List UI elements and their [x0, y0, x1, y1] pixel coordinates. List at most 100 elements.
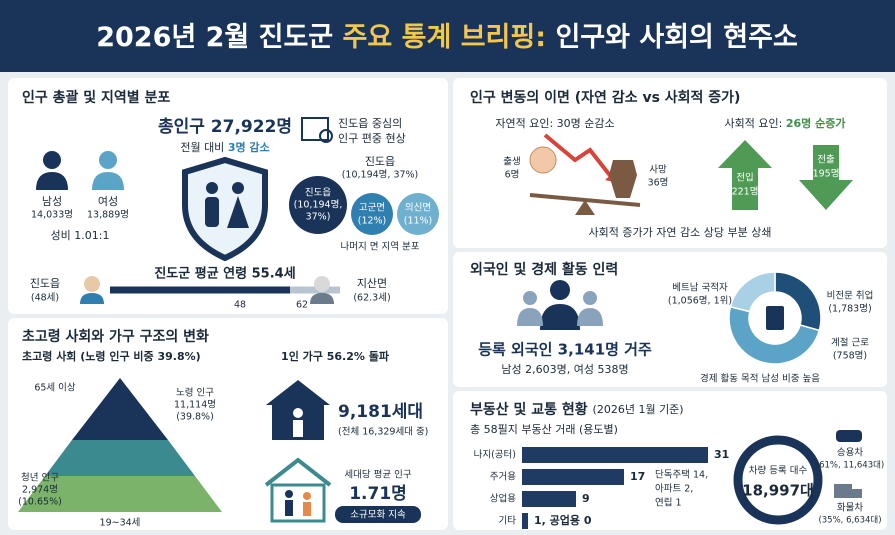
people-icon [517, 308, 543, 326]
bar [522, 513, 528, 529]
map-icon [319, 129, 333, 143]
pyramid-top-label: 65세 이상 [34, 383, 76, 394]
map-icon [301, 117, 329, 141]
truck-icon [852, 489, 862, 498]
births-label: 출생 [503, 157, 520, 168]
trucks-value: (35%, 6,634대) [818, 516, 881, 526]
births-value: 6명 [505, 170, 520, 181]
bar [522, 447, 708, 463]
outflow-label: 전출 [817, 155, 835, 166]
bar [522, 469, 624, 485]
house-icon [303, 502, 311, 516]
age-tick: 48 [234, 300, 246, 311]
bar-category: 상업용 [490, 493, 516, 505]
section-subtitle: 총 58필지 부동산 거래 (용도별) [470, 423, 618, 436]
bubble-text: 의신면 [405, 203, 431, 214]
title-part: 인구와 사회의 현주소 [555, 22, 797, 53]
header-band [0, 0, 895, 72]
panel [453, 78, 887, 248]
female-value: 13,889명 [87, 210, 129, 221]
header-title: 2026년 2월 진도군 주요 통계 브리핑: 인구와 사회의 현주소 [96, 22, 798, 53]
person-icon [80, 293, 104, 304]
vehicle-label: 차량 등록 대수 [749, 465, 808, 477]
monthly-change: 전월 대비 3명 감소 [180, 140, 269, 154]
bubble-text: (12%) [358, 216, 387, 227]
sex-ratio: 성비 1.01:1 [51, 229, 110, 242]
segment-name: 비전문 취업 [827, 290, 874, 302]
bubble-text: 37%) [306, 212, 331, 223]
coffin-icon [609, 160, 637, 198]
bubble-text: 진도읍 [305, 188, 331, 199]
outflow-value: 195명 [813, 169, 840, 180]
house-icon [264, 457, 332, 487]
oldest-value: (62.3세) [353, 293, 390, 304]
elderly-label: 노령 인구 [176, 387, 214, 399]
age-tick: 62 [296, 300, 308, 311]
donut-segment [728, 305, 821, 365]
bar-category: 기타 [499, 516, 517, 527]
family-icon [206, 182, 218, 194]
note-line: 진도읍 중심의 [338, 117, 402, 130]
youth-value: 2,974명 [22, 485, 58, 496]
bubble-text: 고군면 [359, 203, 385, 214]
avg-label: 세대당 평균 인구 [344, 470, 411, 481]
change-note: 사회적 증가가 자연 감소 상당 부분 상쇄 [589, 226, 772, 239]
segment-label: (758명) [833, 351, 867, 362]
people-icon [523, 291, 537, 305]
youth-share: (10.65%) [18, 497, 62, 508]
foreign-detail: 남성 2,603명, 여성 538명 [501, 363, 628, 376]
single-value: 9,181세대 [338, 402, 423, 422]
section-title: 초고령 사회와 가구 구조의 변화 [22, 328, 209, 345]
donut-segment [729, 271, 776, 313]
seesaw [575, 200, 595, 215]
people-icon [583, 291, 597, 305]
outflow-arrow [799, 145, 853, 210]
change-value: 3명 감소 [228, 140, 270, 154]
pyramid-bottom-label: 19~34세 [100, 518, 141, 529]
elderly-value: 11,114명 [174, 400, 216, 411]
single-title: 1인 가구 56.2% 돌파 [281, 349, 390, 363]
house-icon [270, 483, 326, 523]
inflow-value: 221명 [732, 187, 759, 198]
bar-value: 17 [630, 470, 645, 483]
person-icon [310, 293, 334, 304]
segment-name: 베트남 국적자 [672, 282, 728, 294]
house-icon [285, 490, 293, 498]
section-title: 외국인 및 경제 활동 인력 [470, 261, 618, 278]
deaths-label: 사망 [649, 165, 667, 176]
youngest-value: (48세) [31, 293, 59, 304]
natural-factor: 자연적 요인: 30명 순감소 [495, 117, 614, 130]
tag-text: 소규모화 지속 [350, 510, 406, 521]
residential-detail: 연립 1 [655, 497, 682, 509]
bar-value: 9 [582, 492, 590, 505]
shield-icon [182, 156, 268, 262]
cars-label: 승용차 [837, 447, 863, 459]
residential-detail: 단독주택 14, [655, 470, 708, 481]
inflow-label: 전입 [736, 172, 753, 184]
single-detail: (전체 16,329세대 중) [338, 427, 428, 438]
car-icon [836, 430, 862, 442]
trucks-label: 화물차 [837, 502, 863, 514]
bar-category: 나지(공터) [474, 450, 516, 461]
house-icon [266, 380, 330, 405]
vehicle-ring [733, 435, 823, 525]
bubble-text: (10,194명, [294, 200, 343, 211]
house-icon [303, 492, 311, 500]
bar-category: 주거용 [490, 472, 516, 483]
elderly-share: (39.8%) [176, 412, 214, 423]
avg-value: 1.71명 [349, 484, 407, 504]
bar-chart: 나지(공터) 31 주거용 17 상업용 9 기타 1, 공업용 0 [474, 447, 729, 529]
callout-line: 진도읍 [365, 155, 395, 168]
female-icon [92, 172, 124, 190]
passport-icon [766, 306, 784, 330]
male-icon [36, 172, 68, 190]
deaths-value: 36명 [648, 178, 669, 189]
bar-value: 31 [714, 448, 729, 461]
section-title: 인구 총괄 및 지역별 분포 [22, 89, 170, 106]
age-title: 진도군 평균 연령 55.4세 [154, 266, 295, 282]
house-icon [285, 500, 293, 516]
social-label: 사회적 요인: [725, 117, 783, 130]
bar-value: 1, 공업용 0 [534, 514, 592, 527]
bubble-text: (11%) [404, 216, 433, 227]
